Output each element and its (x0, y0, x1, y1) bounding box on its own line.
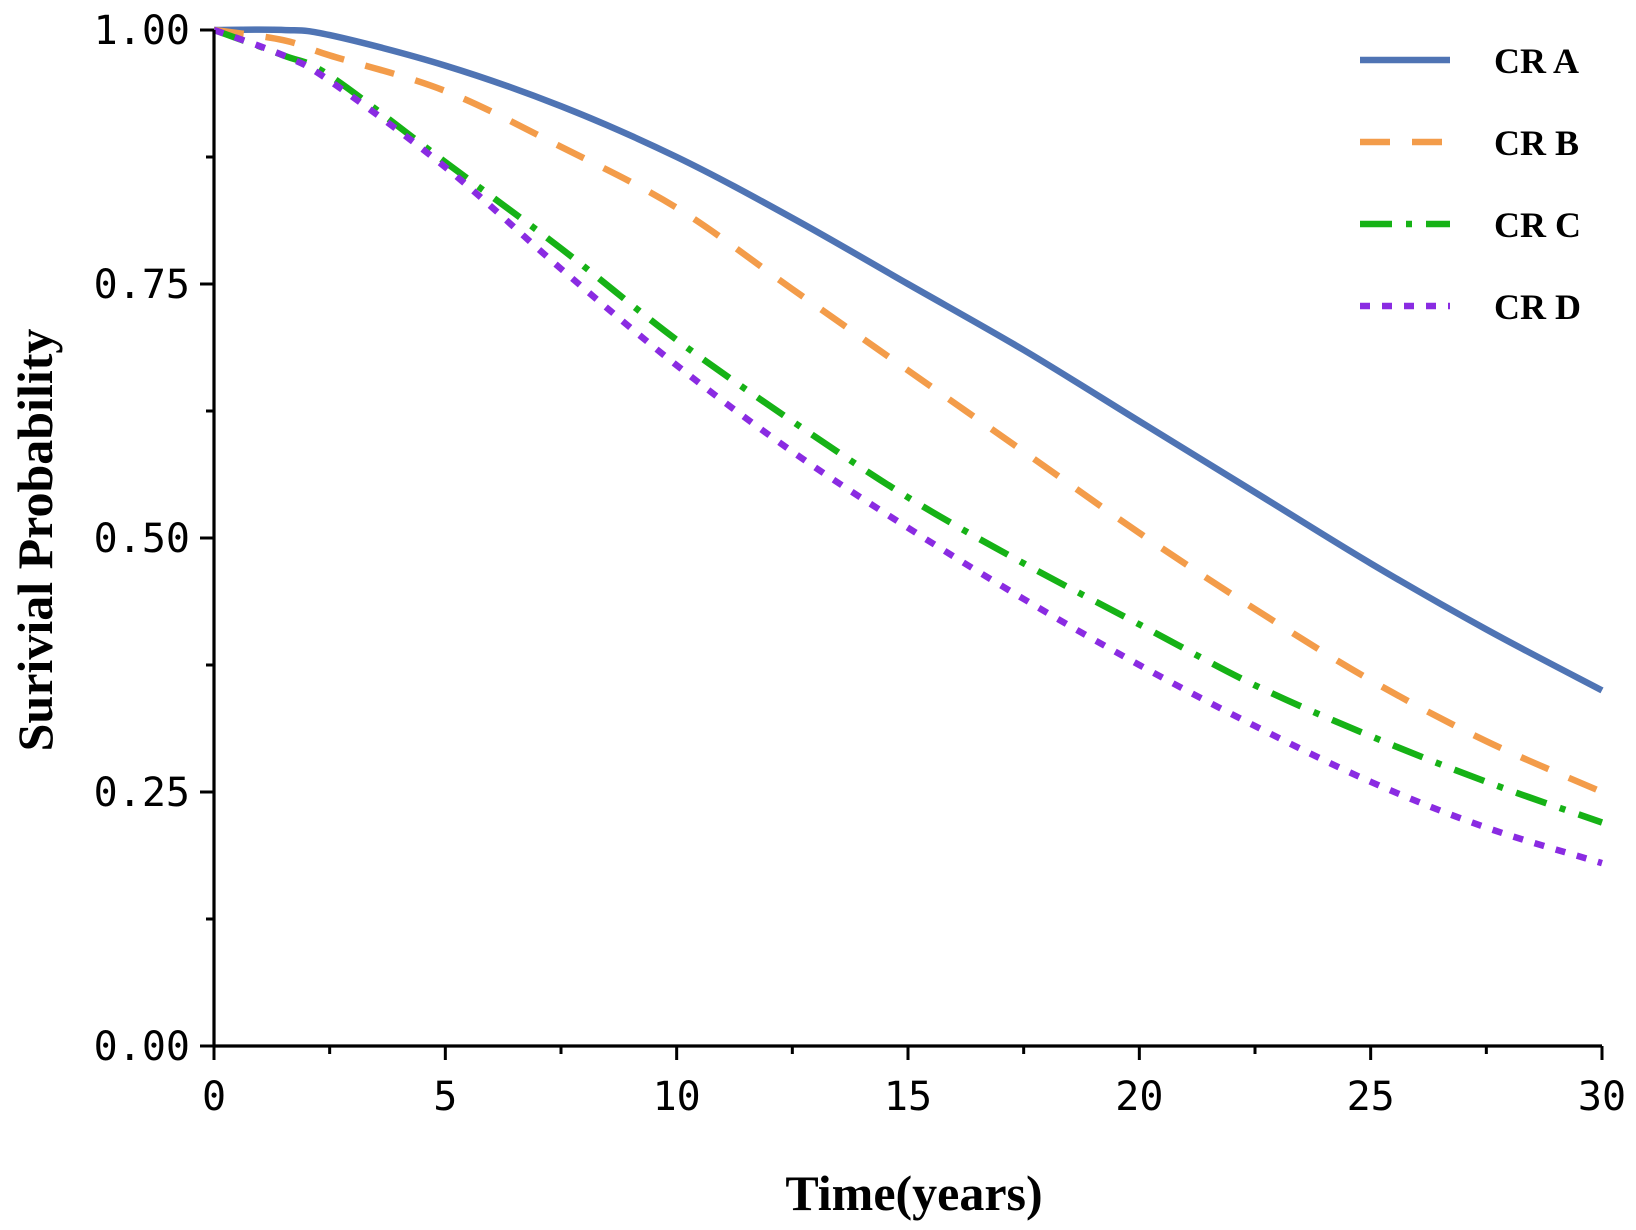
x-tick-label: 5 (433, 1074, 457, 1120)
x-axis-title: Time(years) (785, 1165, 1042, 1221)
legend-label-cr-b: CR B (1494, 123, 1579, 163)
x-tick-label: 15 (884, 1074, 932, 1120)
x-tick-label: 10 (653, 1074, 701, 1120)
x-tick-label: 30 (1578, 1074, 1626, 1120)
x-tick-label: 25 (1347, 1074, 1395, 1120)
series-line-cr-b (213, 26, 1604, 795)
x-tick-label: 20 (1115, 1074, 1163, 1120)
y-tick-label: 0.25 (94, 770, 190, 816)
legend-label-cr-d: CR D (1494, 287, 1581, 327)
legend: CR A CR B CR C CR D (1360, 41, 1581, 327)
y-tick-label: 1.00 (94, 8, 190, 54)
x-tick-label: 0 (202, 1074, 226, 1120)
y-tick-label: 0.50 (94, 516, 190, 562)
series-line-cr-a (213, 26, 1604, 694)
legend-label-cr-c: CR C (1494, 205, 1581, 245)
plot-area (212, 26, 1604, 867)
y-tick-label: 0.75 (94, 262, 190, 308)
y-axis-title: Surivial Probability (7, 329, 63, 752)
series-line-cr-c (212, 26, 1604, 826)
legend-label-cr-a: CR A (1494, 41, 1579, 81)
series-line-cr-d (212, 26, 1603, 867)
axes: 0 5 10 15 20 25 30 0.00 0.25 0.50 0.75 1.00 (94, 8, 1626, 1120)
y-tick-label: 0.00 (94, 1024, 190, 1070)
